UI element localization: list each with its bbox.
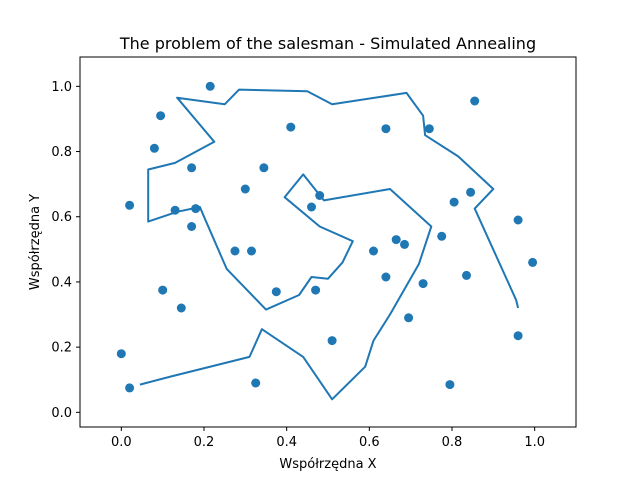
city-point — [369, 246, 378, 256]
city-point — [381, 124, 391, 134]
city-point — [437, 231, 447, 241]
city-point — [187, 222, 197, 231]
city-point — [327, 336, 337, 346]
city-point — [205, 81, 215, 91]
route-layer — [139, 88, 520, 401]
y-tick-label: 0.0 — [51, 406, 72, 421]
city-point — [125, 200, 135, 210]
city-point — [230, 246, 240, 256]
city-point — [424, 124, 434, 134]
route-line — [139, 88, 520, 401]
city-point — [191, 204, 201, 214]
city-point — [462, 270, 471, 280]
y-tick-label: 0.4 — [51, 275, 72, 290]
x-axis-label: Współrzędna X — [279, 457, 376, 472]
city-point — [125, 383, 135, 393]
x-tick-label: 0.4 — [276, 435, 297, 450]
city-point — [116, 349, 126, 359]
city-point — [271, 287, 281, 297]
city-point — [513, 215, 523, 225]
city-point — [315, 191, 325, 200]
city-point — [470, 96, 480, 106]
x-tick-label: 0.8 — [442, 435, 463, 450]
y-tick-label: 0.2 — [51, 341, 72, 356]
city-point — [286, 122, 296, 132]
y-axis: 0.0 0.2 0.4 0.6 0.8 1.0 — [51, 80, 80, 421]
y-axis-label: Współrzędna Y — [28, 194, 43, 290]
city-point — [513, 331, 523, 341]
city-point — [381, 272, 391, 282]
y-tick-label: 1.0 — [51, 80, 72, 95]
x-axis: 0.0 0.2 0.4 0.6 0.8 1.0 — [111, 427, 545, 450]
city-point — [158, 285, 168, 295]
city-point — [240, 184, 250, 194]
y-tick-label: 0.8 — [51, 145, 72, 160]
city-point — [259, 163, 269, 173]
city-point — [176, 303, 186, 313]
x-tick-label: 1.0 — [524, 435, 545, 450]
y-tick-label: 0.6 — [51, 210, 72, 225]
city-point — [311, 285, 321, 295]
city-point — [445, 380, 455, 390]
city-point — [247, 246, 256, 256]
x-tick-label: 0.0 — [111, 435, 132, 450]
chart-title: The problem of the salesman - Simulated … — [119, 34, 536, 53]
x-tick-label: 0.6 — [359, 435, 380, 450]
x-tick-label: 0.2 — [194, 435, 215, 450]
city-point — [156, 111, 166, 121]
city-point — [418, 279, 428, 289]
city-point — [307, 202, 316, 212]
city-point — [170, 205, 180, 215]
points-layer — [116, 81, 538, 393]
plot-frame — [79, 56, 577, 428]
city-point — [400, 239, 409, 249]
city-point — [187, 163, 197, 173]
city-point — [391, 235, 401, 245]
city-point — [251, 378, 261, 388]
city-point — [149, 143, 159, 153]
city-point — [528, 257, 538, 267]
city-point — [466, 187, 476, 197]
city-point — [449, 197, 459, 207]
city-point — [404, 313, 414, 323]
